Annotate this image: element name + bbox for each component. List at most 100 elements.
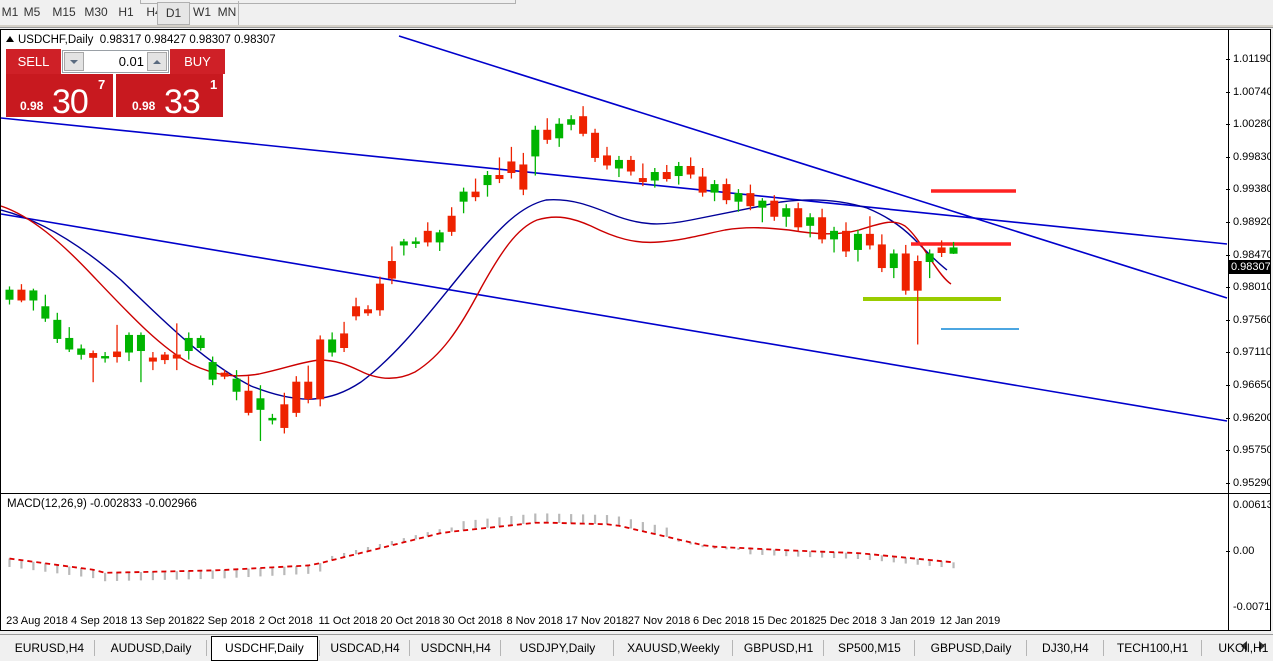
price-axis-label: 1.00740 [1233,85,1270,98]
macd-chart-svg [8,513,955,582]
price-chart-svg [1,35,1228,442]
toolbar-separator [238,1,239,25]
chevron-down-icon [70,59,78,64]
chart-tab-bar[interactable]: EURUSD,H4 AUDUSD,Daily USDCHF,Daily USDCAD,… [0,634,1273,661]
candle-body [292,381,301,413]
chart-tab-sp500-m15[interactable]: SP500,M15 [838,641,901,655]
macd-axis[interactable]: 0.006137 0.00 -0.007142 [1226,494,1270,630]
price-axis-label: 1.00280 [1233,118,1270,131]
price-axis[interactable]: 1.01190 1.00740 1.00280 0.99830 0.99380 0.989… [1226,30,1270,493]
candle-body [746,193,755,207]
tab-separator [732,640,734,656]
date-axis-label: 4 Sep 2018 [71,615,128,627]
tab-separator [612,640,614,656]
buy-price-prefix: 0.98 [132,99,156,113]
chart-tab-tech100-h1[interactable]: TECH100,H1 [1116,641,1189,655]
candle-body [722,184,731,201]
trend-channel-group [1,35,1228,422]
volume-stepper[interactable]: 0.01 [62,50,169,73]
chart-tab-usdcad-h4[interactable]: USDCAD,H4 [330,641,400,655]
candle-body [853,233,862,250]
candle-body [316,339,325,400]
buy-button[interactable]: BUY [170,49,225,74]
candle-body [650,172,659,181]
candle-body [579,116,588,134]
volume-value[interactable]: 0.01 [118,54,144,69]
sell-button[interactable]: SELL [6,49,61,74]
candle-body [113,351,122,358]
candle-body [543,129,552,140]
sell-price-main: 30 [52,83,89,117]
candle-body [901,253,910,291]
chart-tab-xauusd-weekly[interactable]: XAUUSD,Weekly [627,641,720,655]
candle-body [352,306,361,317]
timeframe-mn[interactable]: MN [217,5,237,19]
candle-body [770,200,779,217]
tab-separator [1102,640,1104,656]
timeframe-m15[interactable]: M15 [52,5,76,19]
chart-tab-usdjpy-daily[interactable]: USDJPY,Daily [519,641,596,655]
chart-ohlc-values: 0.98317 0.98427 0.98307 0.98307 [99,34,276,46]
candle-body [328,339,337,353]
candle-body [794,208,803,228]
macd-pane[interactable]: 0.006137 0.00 -0.007142 MACD(12,26,9) -0.0… [1,494,1270,630]
date-axis-label: 8 Nov 2018 [506,615,563,627]
candle-body [782,208,791,217]
candle-body [136,334,145,352]
candle-body [889,253,898,269]
candle-body [77,348,86,355]
candle-body [411,241,420,244]
date-axis-label: 15 Dec 2018 [752,615,815,627]
candle-body [399,241,408,246]
candle-body [459,191,468,202]
macd-histogram [8,513,955,582]
sell-price-pip: 7 [98,77,106,92]
date-axis-label: 3 Jan 2019 [880,615,936,627]
timeframe-d1[interactable]: D1 [157,2,190,25]
octp-top-row: SELL 0.01 BUY [6,49,225,74]
candle-body [842,230,850,252]
price-pane[interactable]: 1.01190 1.00740 1.00280 0.99830 0.99380 0.989… [1,30,1270,493]
macd-axis-label: 0.00 [1233,545,1255,557]
tabs-scroll-right-icon[interactable] [1259,641,1265,651]
collapse-triangle-icon[interactable] [6,36,14,42]
price-axis-label: 0.98470 [1233,248,1270,261]
chart-tab-eurusd-h4[interactable]: EURUSD,H4 [14,641,85,655]
candle-body [364,309,372,314]
one-click-trading-panel[interactable]: SELL 0.01 BUY 0.98 30 7 0.98 33 1 [6,49,225,117]
timeframe-h1[interactable]: H1 [118,5,134,19]
buy-price-quote[interactable]: 0.98 33 1 [116,74,223,117]
chart-tab-gbpusd-daily[interactable]: GBPUSD,Daily [930,641,1012,655]
volume-increase-button[interactable] [147,52,167,71]
candle-body [447,215,456,232]
chart-tab-dj30-h4[interactable]: DJ30,H4 [1042,641,1089,655]
chart-tab-usdchf-daily[interactable]: USDCHF,Daily [211,636,318,661]
timeframe-toolbar: M1 M5 M15 M30 H1 H4 D1 W1 MN [0,0,1273,28]
price-axis-label: 0.96200 [1233,411,1270,424]
price-axis-label: 0.99830 [1233,150,1270,163]
price-axis-label: 0.98010 [1233,281,1270,294]
channel-mid-line [1,117,1228,245]
timeframe-m1[interactable]: M1 [1,5,19,19]
support-resistance-group [863,189,1019,330]
timeframe-m30[interactable]: M30 [84,5,108,19]
chart-tab-audusd-daily[interactable]: AUDUSD,Daily [110,641,192,655]
tab-separator [318,640,320,656]
timeframe-w1[interactable]: W1 [193,5,211,19]
candle-body [280,404,289,428]
candle-body [830,230,839,240]
sell-price-prefix: 0.98 [20,99,44,113]
tabs-scroll-left-icon[interactable] [1241,641,1247,651]
candle-body [160,354,169,361]
chart-tab-ukoil-h1[interactable]: UKOil,H1 [1218,641,1269,655]
sell-price-quote[interactable]: 0.98 30 7 [6,74,113,117]
chart-tab-gbpusd-h1[interactable]: GBPUSD,H1 [743,641,814,655]
timeframe-m5[interactable]: M5 [23,5,41,19]
volume-decrease-button[interactable] [64,52,84,71]
candle-body [877,244,886,269]
chart-tab-usdcnh-h4[interactable]: USDCNH,H4 [420,641,491,655]
date-axis-label: 27 Nov 2018 [627,615,691,627]
candle-body [925,253,934,263]
chart-area[interactable]: 1.01190 1.00740 1.00280 0.99830 0.99380 0.989… [0,29,1271,631]
